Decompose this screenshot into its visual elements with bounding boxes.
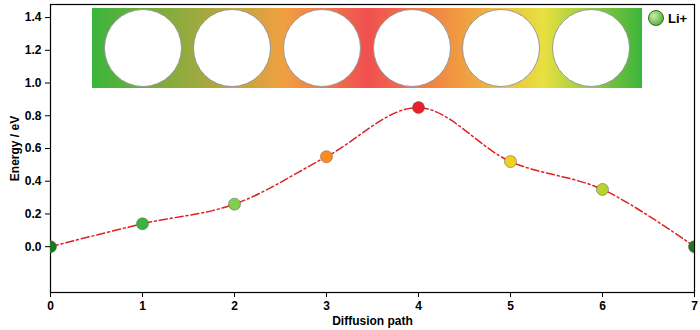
- svg-text:0.6: 0.6: [25, 141, 42, 155]
- svg-text:5: 5: [507, 299, 514, 313]
- svg-text:0.4: 0.4: [25, 174, 42, 188]
- html-text:Li+: Li+: [668, 10, 688, 26]
- svg-text:6: 6: [599, 299, 606, 313]
- svg-text:1.2: 1.2: [25, 43, 42, 57]
- svg-text:2: 2: [231, 299, 238, 313]
- svg-text:4: 4: [415, 299, 422, 313]
- svg-text:0.2: 0.2: [25, 207, 42, 221]
- svg-text:1.0: 1.0: [25, 76, 42, 90]
- svg-text:0.0: 0.0: [25, 240, 42, 254]
- svg-text:Diffusion path: Diffusion path: [332, 314, 413, 328]
- svg-text:0.8: 0.8: [25, 109, 42, 123]
- svg-text:1.4: 1.4: [25, 10, 42, 24]
- svg-text:7: 7: [691, 299, 698, 313]
- svg-text:1: 1: [139, 299, 146, 313]
- svg-text:3: 3: [323, 299, 330, 313]
- svg-text:0: 0: [47, 299, 54, 313]
- svg-text:Energy / eV: Energy / eV: [8, 116, 22, 181]
